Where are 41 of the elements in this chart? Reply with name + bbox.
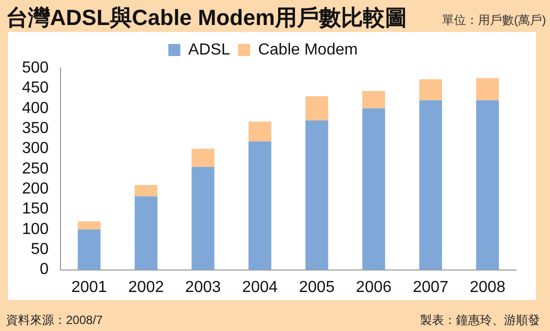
- y-tick-label: 450: [22, 80, 49, 97]
- bar: [78, 229, 101, 270]
- y-tick-label: 200: [22, 180, 49, 198]
- legend-label: Cable Modem: [258, 41, 358, 58]
- x-tick-label: 2004: [242, 278, 278, 296]
- bar: [78, 221, 101, 230]
- bar: [476, 78, 499, 100]
- x-tick-label: 2007: [412, 278, 449, 296]
- x-tick-label: 2001: [71, 278, 108, 296]
- y-tick-label: 250: [22, 160, 49, 178]
- chart-title: 台灣ADSL與Cable Modem用戶數比較圖: [6, 4, 407, 32]
- y-tick-label: 300: [22, 140, 49, 158]
- bar: [419, 100, 442, 270]
- x-tick-label: 2003: [185, 278, 221, 296]
- y-tick-label: 500: [22, 59, 49, 76]
- x-tick-label: 2002: [128, 278, 164, 296]
- chart-subtitle: 單位：用戶數(萬戶): [442, 12, 546, 29]
- bar: [419, 79, 442, 100]
- bar: [476, 100, 499, 270]
- source-note: 資料來源：2008/7: [6, 312, 103, 329]
- bar: [134, 185, 158, 196]
- bar: [362, 91, 386, 108]
- y-tick-label: 400: [22, 100, 49, 117]
- bar: [362, 108, 386, 270]
- y-tick-label: 150: [22, 200, 49, 218]
- y-tick-label: 350: [22, 120, 49, 137]
- y-tick-label: 0: [40, 261, 49, 278]
- x-tick-label: 2005: [299, 278, 335, 296]
- x-tick-label: 2006: [356, 278, 392, 296]
- bar: [192, 148, 214, 167]
- bar: [134, 196, 158, 270]
- bar: [305, 96, 328, 120]
- bar: [305, 120, 328, 270]
- bar: [248, 141, 272, 270]
- y-tick-label: 50: [30, 241, 49, 258]
- text: 製表：鐘惠玲、游順發: [420, 312, 540, 329]
- legend-label: ADSL: [188, 41, 230, 58]
- x-tick-label: 2008: [470, 278, 506, 296]
- bar: [192, 166, 214, 270]
- y-tick-label: 100: [22, 220, 49, 238]
- bar: [248, 122, 272, 142]
